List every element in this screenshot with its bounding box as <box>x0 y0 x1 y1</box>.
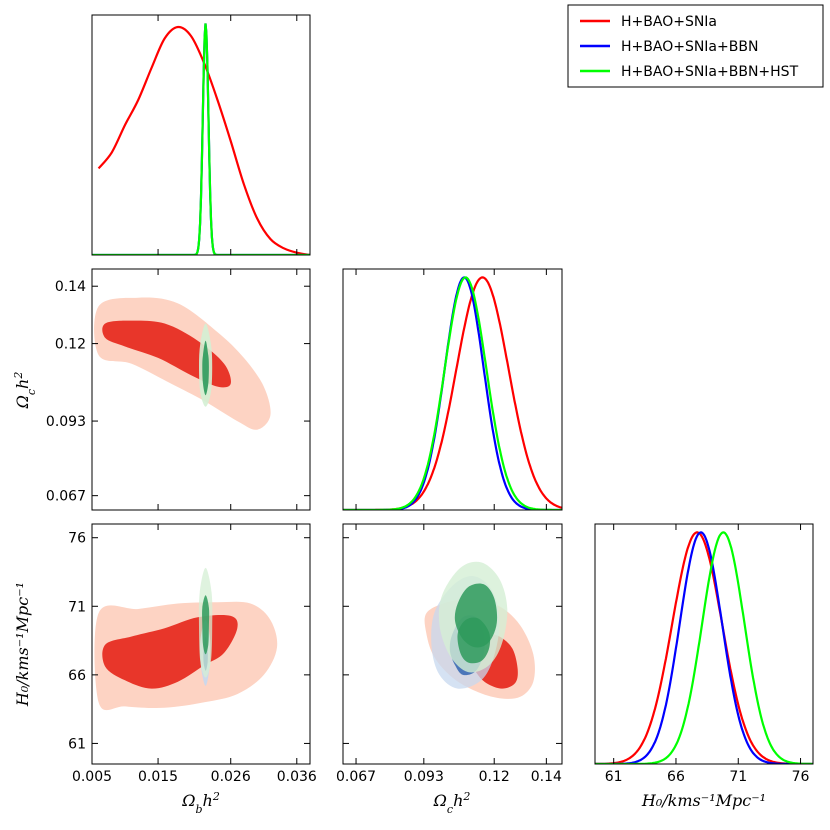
curve-h0-red <box>595 531 813 764</box>
y-tick-label: 76 <box>68 531 86 547</box>
y-tick-label: 61 <box>68 736 86 752</box>
contour-green-inner <box>202 340 209 396</box>
x-axis-label-h0: H₀/kms⁻¹Mpc⁻¹ <box>641 791 766 810</box>
x-tick-label: 0.12 <box>479 769 510 785</box>
x-axis-label-omega-b: Ωbh2 <box>181 790 220 816</box>
x-tick-label: 76 <box>792 769 810 785</box>
x-tick-label: 0.015 <box>138 769 178 785</box>
contour-green-inner <box>202 595 210 655</box>
contour-red-inner <box>102 320 231 388</box>
y-tick-label: 0.067 <box>46 489 86 505</box>
y-tick-label: 0.093 <box>46 414 86 430</box>
curve-omega-b-green <box>92 23 310 255</box>
panel-omega-b-vs-omega-c <box>91 268 311 511</box>
legend-label: H+BAO+SNIa <box>621 14 717 30</box>
x-tick-label: 0.005 <box>72 769 112 785</box>
panel-omega-c-vs-h0 <box>342 523 563 765</box>
x-tick-label: 0.14 <box>531 769 562 785</box>
legend-box <box>567 4 824 88</box>
legend: H+BAO+SNIa H+BAO+SNIa+BBN H+BAO+SNIa+BBN+H… <box>567 4 824 88</box>
panel-omega-b-vs-h0 <box>91 523 311 765</box>
x-tick-label: 0.093 <box>404 769 444 785</box>
x-tick-label: 71 <box>729 769 747 785</box>
y-tick-label: 71 <box>68 599 86 615</box>
x-axis-label-omega-c: Ωch2 <box>433 790 471 816</box>
y-axis-label-omega-c: Ωch2 <box>12 372 38 410</box>
legend-label: H+BAO+SNIa+BBN+HST <box>621 64 799 80</box>
x-tick-label: 66 <box>667 769 685 785</box>
y-tick-label: 0.12 <box>55 337 86 353</box>
contour-green-inner <box>454 583 498 648</box>
panels-layer: 0.067 0.093 0.12 0.14 0.005 0.015 0.026 0.036 61… <box>12 14 814 816</box>
curve-h0-blue <box>595 531 813 764</box>
curve-h0-green <box>595 531 813 764</box>
curve-omega-c-green <box>343 276 562 510</box>
x-tick-label: 0.036 <box>277 769 317 785</box>
y-tick-label: 0.14 <box>55 279 86 295</box>
x-tick-label: 0.026 <box>211 769 251 785</box>
panel-omega-c-marginal <box>342 268 563 511</box>
x-tick-label: 0.067 <box>336 769 376 785</box>
panel-h0-marginal <box>594 523 814 765</box>
legend-label: H+BAO+SNIa+BBN <box>621 39 758 55</box>
y-tick-label: 66 <box>68 668 86 684</box>
x-tick-label: 61 <box>605 769 623 785</box>
panel-omega-b-marginal <box>91 14 311 256</box>
y-axis-label-h0: H₀/kms⁻¹Mpc⁻¹ <box>13 582 32 707</box>
